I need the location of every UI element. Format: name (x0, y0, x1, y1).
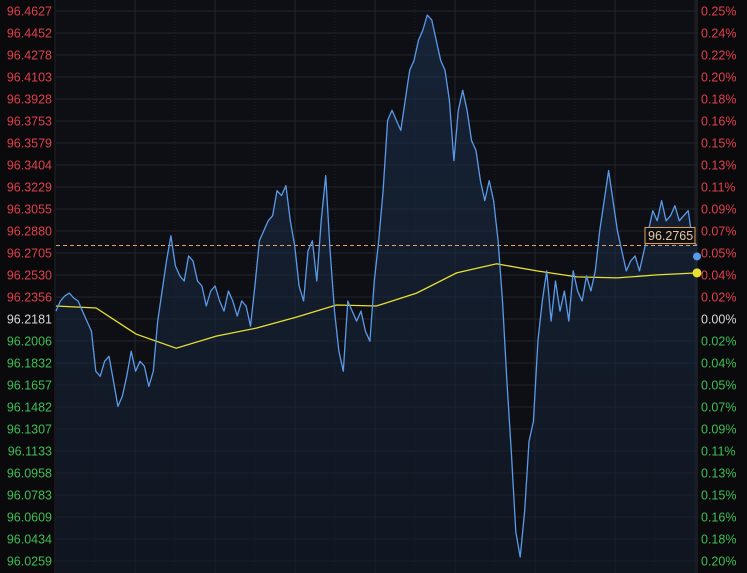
price-area-fill (56, 15, 697, 573)
right-tick-label: 0.09% (701, 423, 736, 437)
last-price-dot (693, 252, 701, 261)
right-tick-label: 0.24% (701, 27, 736, 41)
left-tick-label: 96.0609 (7, 511, 52, 525)
left-tick-label: 96.3753 (7, 115, 52, 129)
left-tick-label: 96.2006 (7, 335, 52, 349)
left-tick-label: 96.3928 (7, 93, 52, 107)
price-line (55, 14, 698, 558)
right-tick-label: 0.04% (701, 269, 736, 283)
right-tick-label: 0.13% (701, 467, 736, 481)
right-tick-label: 0.11% (701, 181, 736, 195)
left-tick-label: 96.3579 (7, 137, 52, 151)
left-tick-label: 96.3055 (7, 203, 52, 217)
right-tick-label: 0.18% (701, 533, 736, 547)
left-tick-label: 96.1482 (7, 401, 52, 415)
left-tick-label: 96.3229 (7, 181, 52, 195)
left-tick-label: 96.1307 (7, 423, 52, 437)
right-tick-label: 0.15% (701, 137, 736, 151)
left-tick-label: 96.4627 (7, 5, 52, 19)
left-tick-label: 96.3404 (7, 159, 52, 173)
right-tick-label: 0.00% (701, 313, 736, 327)
left-tick-label: 96.4452 (7, 27, 52, 41)
right-tick-label: 0.05% (701, 247, 736, 261)
left-tick-label: 96.0434 (7, 533, 52, 547)
left-tick-label: 96.1832 (7, 357, 52, 371)
left-tick-label: 96.4278 (7, 49, 52, 63)
left-tick-label: 96.0958 (7, 467, 52, 481)
right-tick-label: 0.07% (701, 225, 736, 239)
right-tick-label: 0.02% (701, 291, 736, 305)
right-tick-label: 0.02% (701, 335, 736, 349)
left-tick-label: 96.1133 (8, 445, 52, 459)
right-tick-label: 0.16% (701, 511, 736, 525)
right-tick-label: 0.07% (701, 401, 736, 415)
right-tick-label: 0.11% (701, 445, 736, 459)
last-price-label: 96.2765 (648, 229, 693, 243)
right-tick-label: 0.20% (701, 555, 736, 569)
left-tick-label: 96.2356 (7, 291, 52, 305)
last-price-overlay: 96.2765 (644, 226, 696, 244)
left-tick-label: 96.0259 (7, 555, 52, 569)
right-tick-label: 0.15% (701, 489, 736, 503)
right-tick-label: 0.04% (701, 357, 736, 371)
right-tick-label: 0.05% (701, 379, 736, 393)
right-tick-label: 0.25% (701, 5, 736, 19)
left-tick-label: 96.1657 (7, 379, 52, 393)
right-tick-label: 0.18% (701, 93, 736, 107)
left-tick-label: 96.2880 (7, 225, 52, 239)
right-tick-label: 0.22% (701, 49, 736, 63)
right-percent-axis: 0.25% 0.24% 0.22% 0.20% 0.18% 0.16% 0.15% 0.13%… (701, 5, 736, 569)
right-tick-label: 0.20% (701, 71, 736, 85)
left-tick-label: 96.0783 (7, 489, 52, 503)
right-tick-label: 0.13% (701, 159, 736, 173)
left-tick-label: 96.2181 (7, 313, 52, 327)
left-tick-label: 96.2705 (7, 247, 52, 261)
left-price-axis: 96.4627 96.4452 96.4278 96.4103 96.3928 96.37… (7, 5, 52, 569)
last-price-label-box (644, 226, 696, 244)
left-tick-label: 96.4103 (7, 71, 52, 85)
last-average-dot (692, 268, 702, 278)
right-tick-label: 0.09% (701, 203, 736, 217)
series-layer (55, 14, 702, 573)
average-price-line (55, 263, 698, 349)
left-tick-label: 96.2530 (7, 269, 52, 283)
right-tick-label: 0.16% (701, 115, 736, 129)
